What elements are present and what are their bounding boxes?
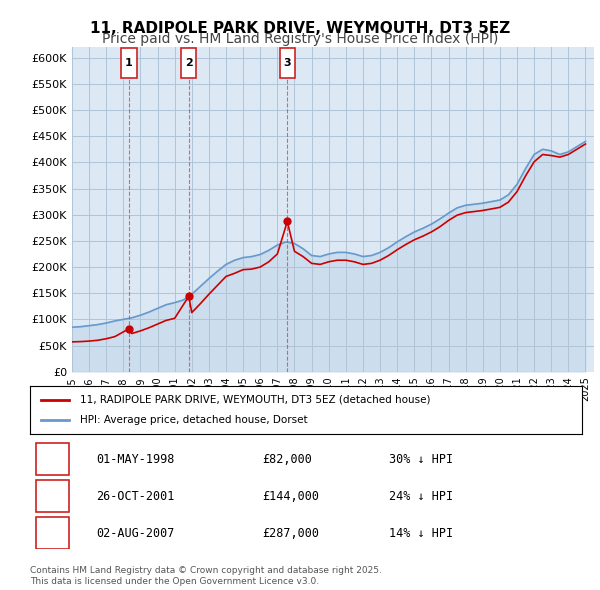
Text: £82,000: £82,000 <box>262 453 312 466</box>
Text: 1: 1 <box>125 58 133 68</box>
Text: 3: 3 <box>283 58 291 68</box>
Text: 11, RADIPOLE PARK DRIVE, WEYMOUTH, DT3 5EZ (detached house): 11, RADIPOLE PARK DRIVE, WEYMOUTH, DT3 5… <box>80 395 430 405</box>
FancyBboxPatch shape <box>35 480 68 512</box>
Text: 3: 3 <box>48 526 56 539</box>
Text: 2: 2 <box>185 58 193 68</box>
Text: 2: 2 <box>48 490 56 503</box>
Text: 11, RADIPOLE PARK DRIVE, WEYMOUTH, DT3 5EZ: 11, RADIPOLE PARK DRIVE, WEYMOUTH, DT3 5… <box>90 21 510 35</box>
FancyBboxPatch shape <box>35 517 68 549</box>
Text: Contains HM Land Registry data © Crown copyright and database right 2025.
This d: Contains HM Land Registry data © Crown c… <box>30 566 382 586</box>
Text: HPI: Average price, detached house, Dorset: HPI: Average price, detached house, Dors… <box>80 415 307 425</box>
Text: £144,000: £144,000 <box>262 490 319 503</box>
FancyBboxPatch shape <box>35 443 68 475</box>
Text: 26-OCT-2001: 26-OCT-2001 <box>96 490 175 503</box>
Text: 1: 1 <box>48 453 56 466</box>
Text: Price paid vs. HM Land Registry's House Price Index (HPI): Price paid vs. HM Land Registry's House … <box>102 32 498 47</box>
Text: 01-MAY-1998: 01-MAY-1998 <box>96 453 175 466</box>
FancyBboxPatch shape <box>280 48 295 77</box>
Text: 24% ↓ HPI: 24% ↓ HPI <box>389 490 453 503</box>
Text: 02-AUG-2007: 02-AUG-2007 <box>96 526 175 539</box>
FancyBboxPatch shape <box>121 48 137 77</box>
Text: 30% ↓ HPI: 30% ↓ HPI <box>389 453 453 466</box>
Text: 14% ↓ HPI: 14% ↓ HPI <box>389 526 453 539</box>
FancyBboxPatch shape <box>181 48 196 77</box>
Text: £287,000: £287,000 <box>262 526 319 539</box>
